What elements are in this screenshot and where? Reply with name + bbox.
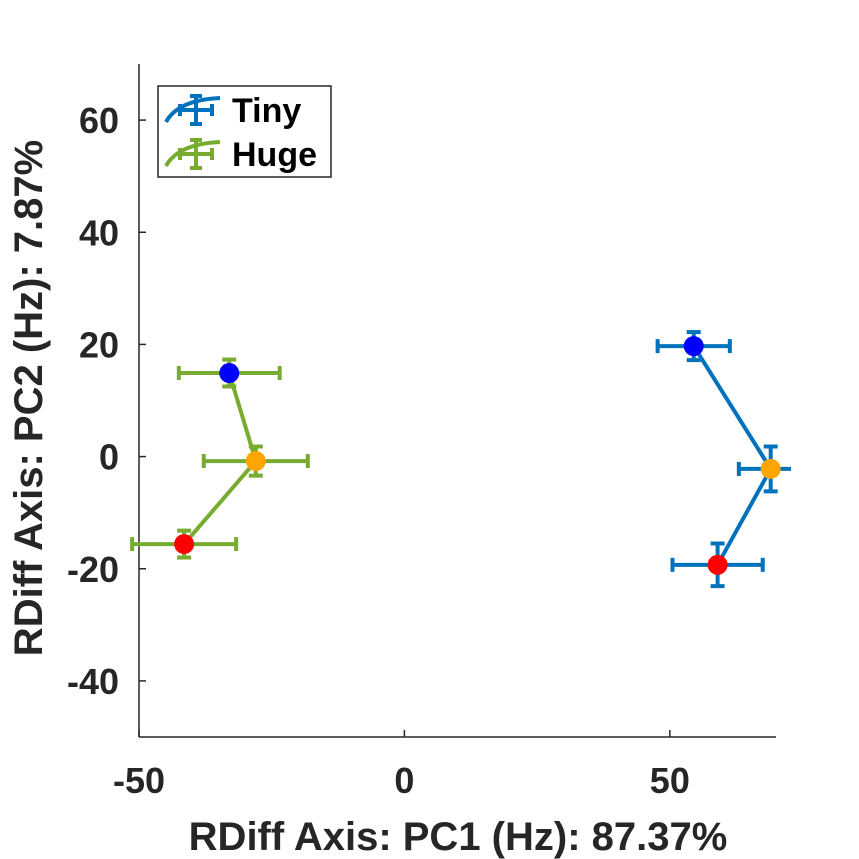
data-point — [245, 451, 266, 472]
legend-symbol — [164, 138, 221, 170]
legend-line — [164, 96, 221, 124]
data-point — [707, 554, 728, 575]
data-point — [683, 336, 704, 357]
series-tiny — [655, 330, 791, 589]
y-tick-label: 60 — [79, 100, 119, 141]
x-tick-label: 50 — [650, 760, 690, 801]
axes — [138, 64, 776, 738]
legend-symbol — [164, 94, 221, 126]
series-line — [182, 372, 259, 546]
y-tick-label: 0 — [99, 437, 119, 478]
legend-label: Huge — [232, 136, 317, 174]
legend: Tiny Huge — [157, 85, 332, 178]
x-tick-label: -50 — [113, 760, 165, 801]
y-tick-label: -40 — [67, 661, 119, 702]
legend-label: Tiny — [232, 92, 301, 130]
y-tick-label: 20 — [79, 324, 119, 365]
plot-area — [130, 330, 791, 589]
y-tick-label: -20 — [67, 549, 119, 590]
data-point — [760, 458, 781, 479]
data-point — [174, 534, 195, 555]
plot-inner — [130, 330, 791, 589]
y-tick-label: 40 — [79, 212, 119, 253]
x-tick-label: 0 — [394, 760, 414, 801]
series-line — [692, 345, 774, 566]
y-axis-label: RDiff Axis: PC2 (Hz): 7.87% — [7, 140, 51, 656]
series-huge — [130, 357, 310, 560]
legend-line — [164, 140, 221, 168]
data-point — [219, 363, 240, 384]
x-axis-label: RDiff Axis: PC1 (Hz): 87.37% — [189, 815, 728, 859]
legend-box — [157, 85, 332, 178]
tick-labels: -50 0 50 -40 -20 0 20 40 60 — [67, 100, 690, 801]
